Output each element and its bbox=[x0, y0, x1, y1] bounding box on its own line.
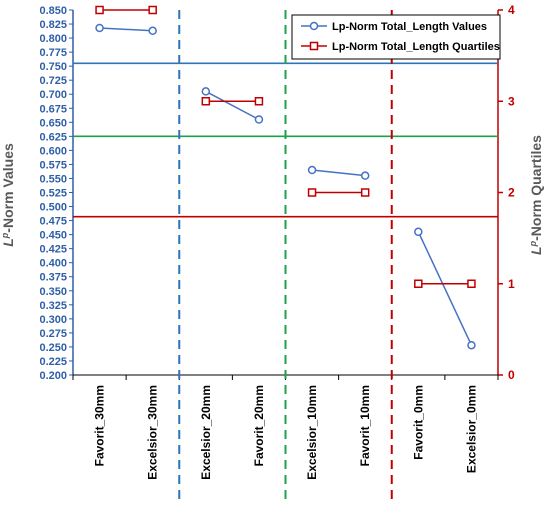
left-tick-label: 0.775 bbox=[39, 47, 67, 59]
series-0-point bbox=[360, 171, 370, 180]
left-tick-label: 0.800 bbox=[39, 33, 67, 45]
left-tick-label: 0.750 bbox=[39, 61, 67, 73]
left-tick-label: 0.250 bbox=[39, 342, 67, 354]
series-1-point bbox=[201, 97, 211, 106]
left-tick-label: 0.675 bbox=[39, 103, 67, 115]
series-0-point bbox=[414, 227, 423, 237]
legend: Lp-Norm Total_Length Values Lp-Norm Tota… bbox=[291, 14, 501, 60]
x-category-label: Excelsior_30mm bbox=[146, 385, 160, 480]
series-0-segment-line bbox=[205, 90, 260, 121]
right-tick-label: 4 bbox=[508, 3, 515, 17]
left-tick-label: 0.350 bbox=[39, 286, 67, 298]
series-1-point bbox=[95, 5, 104, 15]
series-1-point bbox=[414, 279, 423, 288]
x-category-label: Favorit_30mm bbox=[93, 385, 107, 466]
reference-lines-layer bbox=[73, 10, 498, 505]
legend-values-marker bbox=[309, 21, 319, 31]
series-0-point bbox=[201, 87, 211, 96]
series-0-segment-line bbox=[99, 27, 153, 32]
x-category-label: Excelsior_10mm bbox=[305, 385, 319, 480]
left-tick-label: 0.500 bbox=[39, 202, 67, 214]
left-tick-label: 0.650 bbox=[39, 117, 67, 129]
series-0-point bbox=[254, 115, 264, 124]
left-tick-label: 0.700 bbox=[39, 89, 67, 101]
right-tick-label: 3 bbox=[508, 94, 515, 108]
legend-quartiles-label: Lp-Norm Total_Length Quartiles bbox=[332, 41, 500, 53]
tick-labels-layer: 0.200 0.225 0.250 0.275 0.300 0.325 0.350 0.375… bbox=[39, 3, 515, 480]
series-0-point bbox=[95, 23, 104, 33]
left-tick-label: 0.225 bbox=[39, 356, 67, 368]
right-tick-label: 0 bbox=[508, 368, 515, 382]
right-tick-label: 2 bbox=[508, 186, 515, 200]
x-category-label: Excelsior_0mm bbox=[464, 385, 478, 473]
series-layer bbox=[95, 5, 476, 350]
series-1-point bbox=[360, 188, 370, 197]
left-tick-label: 0.825 bbox=[39, 19, 67, 31]
left-tick-label: 0.550 bbox=[39, 173, 67, 185]
series-1-point bbox=[467, 279, 476, 288]
left-tick-label: 0.300 bbox=[39, 314, 67, 326]
left-tick-label: 0.625 bbox=[39, 131, 67, 143]
left-tick-label: 0.275 bbox=[39, 328, 67, 340]
left-tick-label: 0.325 bbox=[39, 300, 67, 312]
right-tick-label: 1 bbox=[508, 277, 515, 291]
left-tick-label: 0.400 bbox=[39, 258, 67, 270]
series-1-point bbox=[307, 188, 317, 197]
x-category-label: Favorit_0mm bbox=[411, 385, 425, 460]
left-tick-label: 0.475 bbox=[39, 216, 67, 228]
left-tick-label: 0.725 bbox=[39, 75, 67, 87]
x-category-label: Favorit_10mm bbox=[358, 385, 372, 466]
left-tick-label: 0.450 bbox=[39, 230, 67, 242]
x-category-label: Favorit_20mm bbox=[252, 385, 266, 466]
left-tick-label: 0.575 bbox=[39, 159, 67, 171]
series-0-point bbox=[467, 340, 476, 350]
axis-titles-layer: Lp-Norm Values Lp-Norm Quartiles bbox=[0, 135, 544, 255]
left-tick-label: 0.375 bbox=[39, 272, 67, 284]
left-tick-label: 0.600 bbox=[39, 145, 67, 157]
left-tick-label: 0.425 bbox=[39, 244, 67, 256]
right-axis-title: Lp-Norm Quartiles bbox=[528, 135, 544, 255]
legend-values-label: Lp-Norm Total_Length Values bbox=[332, 21, 487, 33]
series-0-point bbox=[148, 26, 157, 36]
left-tick-label: 0.200 bbox=[39, 370, 67, 382]
left-axis-title: Lp-Norm Values bbox=[0, 143, 16, 247]
x-category-label: Excelsior_20mm bbox=[199, 385, 213, 480]
left-tick-label: 0.850 bbox=[39, 5, 67, 17]
left-tick-label: 0.525 bbox=[39, 188, 67, 200]
series-1-point bbox=[254, 97, 264, 106]
series-1-point bbox=[148, 5, 157, 15]
series-0-point bbox=[307, 165, 317, 175]
series-0-segment-line bbox=[311, 169, 366, 177]
legend-box bbox=[291, 14, 501, 60]
series-0-segment-line bbox=[417, 231, 473, 346]
legend-quartiles-marker bbox=[309, 41, 319, 51]
